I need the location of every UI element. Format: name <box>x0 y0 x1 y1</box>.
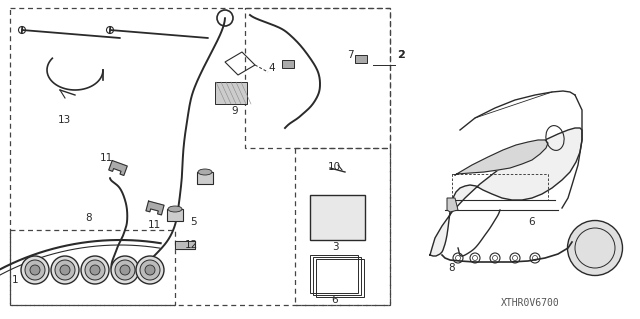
Text: 1: 1 <box>12 275 19 285</box>
Text: 12: 12 <box>185 240 198 250</box>
Bar <box>313 257 361 295</box>
Ellipse shape <box>568 220 623 276</box>
Circle shape <box>85 260 105 280</box>
Circle shape <box>30 265 40 275</box>
Bar <box>215 82 247 104</box>
Text: XTHR0V6700: XTHR0V6700 <box>500 298 559 308</box>
Text: 10: 10 <box>328 162 341 172</box>
Polygon shape <box>109 160 127 175</box>
Polygon shape <box>146 201 164 215</box>
Circle shape <box>120 265 130 275</box>
Bar <box>310 255 358 293</box>
Text: 2: 2 <box>397 50 404 60</box>
Circle shape <box>145 265 155 275</box>
Circle shape <box>90 265 100 275</box>
Polygon shape <box>430 128 582 256</box>
Circle shape <box>136 256 164 284</box>
Bar <box>197 172 213 184</box>
Ellipse shape <box>168 206 182 212</box>
Circle shape <box>51 256 79 284</box>
Circle shape <box>140 260 160 280</box>
Polygon shape <box>455 140 548 175</box>
Circle shape <box>111 256 139 284</box>
Ellipse shape <box>198 169 212 175</box>
Text: 3: 3 <box>332 242 339 252</box>
Bar <box>310 195 365 240</box>
Bar <box>167 209 183 221</box>
Polygon shape <box>447 198 458 212</box>
Text: 8: 8 <box>448 263 454 273</box>
Text: 4: 4 <box>268 63 275 73</box>
Text: 2: 2 <box>398 50 404 60</box>
Circle shape <box>115 260 135 280</box>
Text: 8: 8 <box>85 213 92 223</box>
Text: 6: 6 <box>332 295 339 305</box>
Circle shape <box>25 260 45 280</box>
Text: 9: 9 <box>232 106 238 116</box>
Text: 11: 11 <box>148 220 161 230</box>
Text: 5: 5 <box>190 217 196 227</box>
Text: 7: 7 <box>347 50 353 60</box>
Bar <box>316 259 364 297</box>
Polygon shape <box>175 241 195 249</box>
Circle shape <box>55 260 75 280</box>
Bar <box>282 60 294 68</box>
Text: 13: 13 <box>58 115 71 125</box>
Bar <box>355 55 367 63</box>
Circle shape <box>81 256 109 284</box>
Circle shape <box>21 256 49 284</box>
Text: 6: 6 <box>528 217 534 227</box>
Text: 11: 11 <box>100 153 113 163</box>
Circle shape <box>60 265 70 275</box>
